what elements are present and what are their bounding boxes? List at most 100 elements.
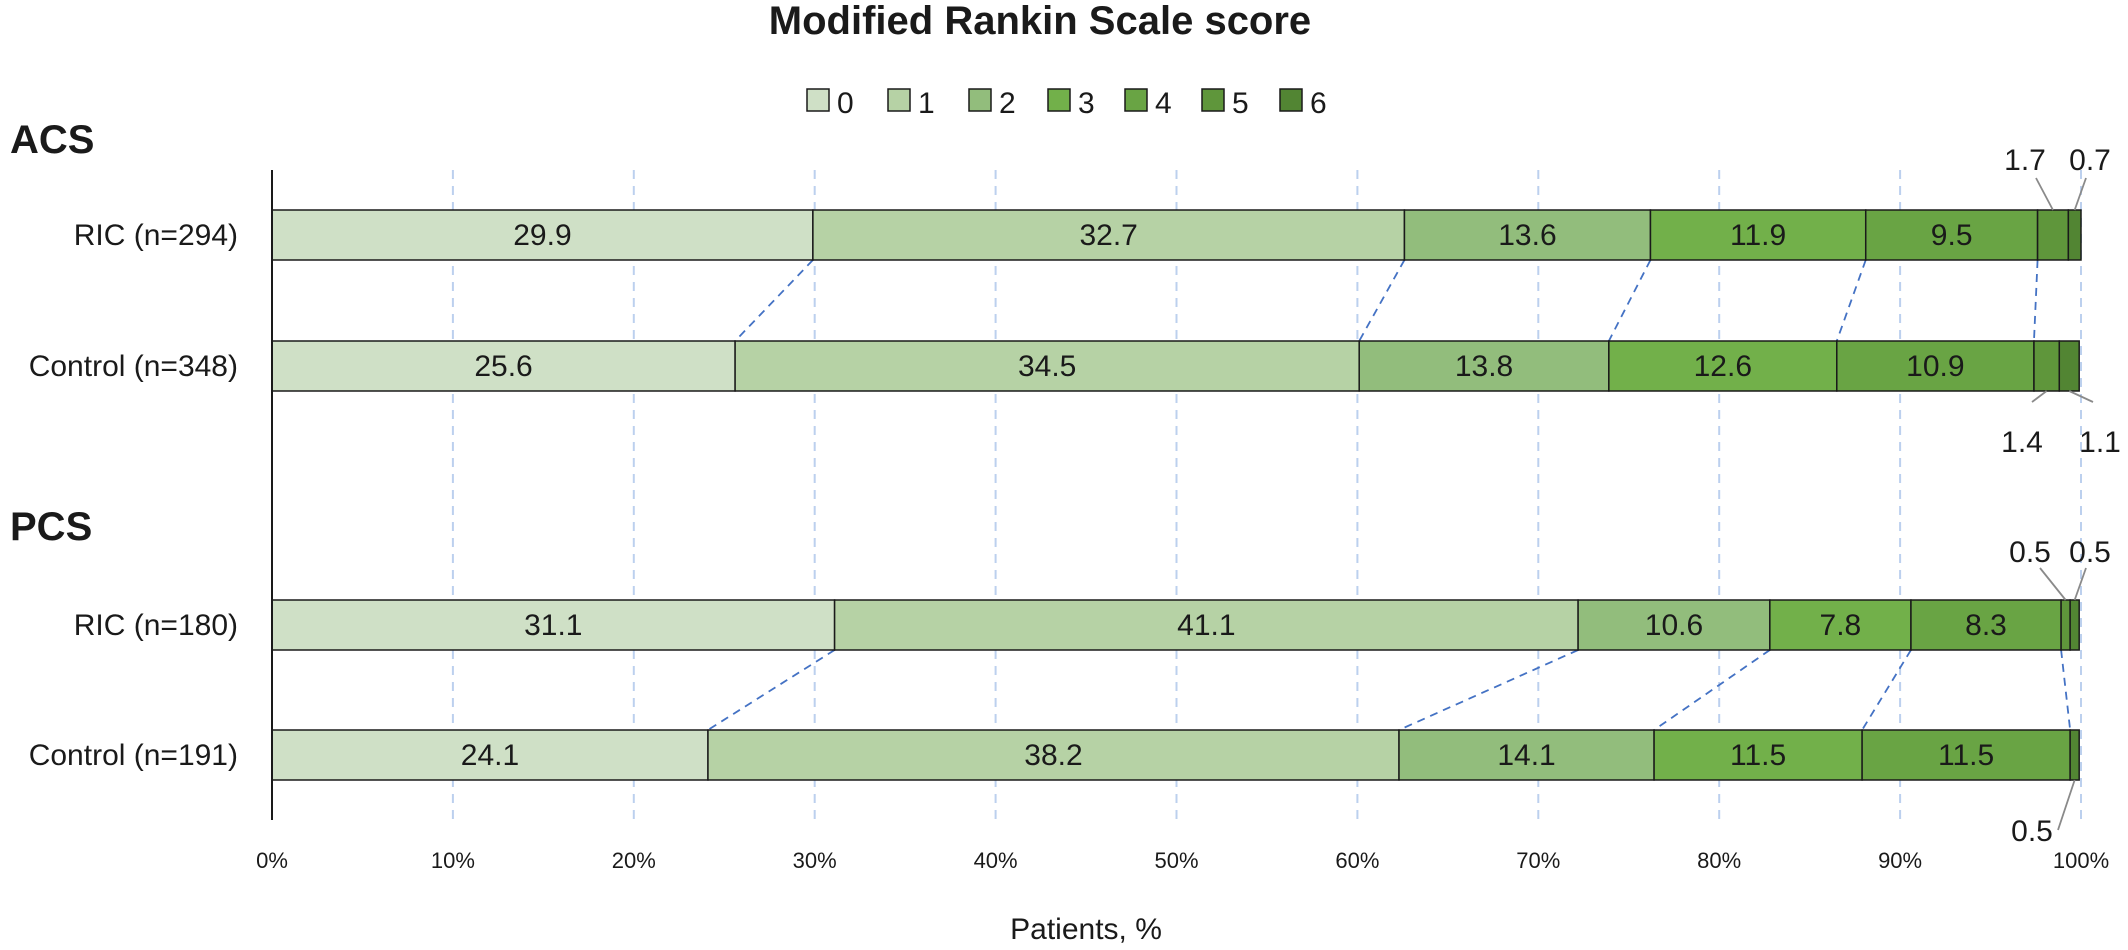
bar-segment-0-0-5 [2036, 209, 2070, 261]
x-tick-label-60: 60% [1335, 848, 1379, 873]
bar-segment-0-0-0 [271, 209, 814, 261]
legend-label-0: 0 [837, 87, 854, 120]
legend-swatch-4 [1124, 88, 1148, 112]
callout-line-1-0-6 [2073, 567, 2087, 601]
legend-swatch-2 [968, 88, 992, 112]
row-label-0-1: Control (n=348) [29, 350, 238, 383]
x-tick-label-100: 100% [2053, 848, 2109, 873]
bars: 29.9 32.7 13.6 11.9 9.5 25.6 34.5 13.8 12.6 10.9 3… [271, 209, 2082, 781]
data-label-1-1-2: 14.1 [1497, 739, 1555, 772]
legend-label-3: 3 [1078, 87, 1095, 120]
group-title-pcs: PCS [10, 505, 92, 549]
data-label-0-1-0: 25.6 [474, 350, 532, 383]
data-label-1-0-0: 31.1 [524, 609, 582, 642]
bar-segment-1-1-1 [707, 729, 1400, 781]
data-label-1-1-4: 11.5 [1938, 739, 1994, 772]
data-label-1-1-3: 11.5 [1730, 739, 1786, 772]
connector-0-4 [1835, 259, 1867, 342]
data-label-0-1-3: 12.6 [1694, 350, 1752, 383]
data-label-0-0-3: 11.9 [1730, 219, 1786, 252]
x-tick-label-40: 40% [974, 848, 1018, 873]
legend-label-1: 1 [918, 87, 935, 120]
connector-0-3 [1608, 259, 1652, 342]
bar-segment-1-1-3 [1653, 729, 1863, 781]
data-label-1-0-1: 41.1 [1177, 609, 1235, 642]
callout-label-1-0-6: 0.5 [2069, 536, 2111, 569]
group-title-acs: ACS [10, 118, 94, 162]
callout-line-0-0-6 [2073, 177, 2087, 211]
legend-swatch-6 [1279, 88, 1303, 112]
data-label-0-1-1: 34.5 [1018, 350, 1076, 383]
connector-1-4 [1861, 649, 1912, 731]
data-label-1-0-3: 7.8 [1820, 609, 1862, 642]
data-label-1-0-2: 10.6 [1645, 609, 1703, 642]
legend-label-6: 6 [1310, 87, 1327, 120]
connector-1-2 [1398, 649, 1579, 731]
row-labels: RIC (n=294) Control (n=348) RIC (n=180) Con… [29, 219, 238, 772]
bar-segment-1-0-2 [1577, 599, 1771, 651]
data-label-1-1-1: 38.2 [1024, 739, 1082, 772]
callout-line-1-1-6 [2057, 779, 2076, 831]
bar-segment-0-0-6 [2067, 209, 2082, 261]
connector-1-1 [707, 649, 836, 731]
callout-label-0-0-6: 0.7 [2069, 144, 2111, 177]
chart-title: Modified Rankin Scale score [769, 0, 1311, 43]
bar-segment-1-0-3 [1769, 599, 1912, 651]
legend-label-4: 4 [1155, 87, 1172, 120]
callout-line-0-0-5 [2035, 177, 2054, 211]
bar-segment-0-1-5 [2033, 340, 2061, 392]
bar-segment-0-1-3 [1608, 340, 1838, 392]
data-label-0-0-2: 13.6 [1498, 219, 1556, 252]
bar-segment-0-1-6 [2058, 340, 2080, 392]
callout-label-1-1-6: 0.5 [2011, 815, 2053, 848]
x-tick-label-70: 70% [1516, 848, 1560, 873]
x-tick-label-80: 80% [1697, 848, 1741, 873]
callout-label-0-1-5: 1.4 [2001, 426, 2043, 459]
connector-0-5 [2033, 259, 2039, 342]
x-tick-label-20: 20% [612, 848, 656, 873]
x-tick-label-30: 30% [793, 848, 837, 873]
bar-segment-1-0-5 [2060, 599, 2071, 651]
bar-segment-0-0-1 [812, 209, 1406, 261]
bar-segment-1-1-0 [271, 729, 709, 781]
x-tick-label-90: 90% [1878, 848, 1922, 873]
connector-1-5 [2060, 649, 2072, 731]
x-tick-label-0: 0% [256, 848, 288, 873]
connector-1-3 [1653, 649, 1771, 731]
bar-segment-0-1-4 [1836, 340, 2035, 392]
data-label-0-1-4: 10.9 [1906, 350, 1964, 383]
bar-segment-1-0-4 [1910, 599, 2062, 651]
x-tick-label-10: 10% [431, 848, 475, 873]
connector-0-1 [734, 259, 814, 342]
data-label-1-0-4: 8.3 [1965, 609, 2007, 642]
x-tick-label-50: 50% [1154, 848, 1198, 873]
callout-labels: 1.7 0.7 1.4 1.1 0.5 0.5 0.5 [2001, 144, 2121, 848]
bar-segment-1-1-6 [2069, 729, 2080, 781]
connector-lines [707, 259, 2072, 731]
callout-label-0-1-6: 1.1 [2079, 426, 2121, 459]
data-label-0-0-4: 9.5 [1931, 219, 1973, 252]
x-axis-label: Patients, % [1010, 913, 1162, 946]
connector-0-2 [1358, 259, 1406, 342]
callout-line-1-0-5 [2039, 567, 2067, 601]
legend-label-5: 5 [1232, 87, 1249, 120]
legend: 0 1 2 3 4 5 6 [806, 87, 1327, 120]
callout-line-0-1-6 [2068, 390, 2094, 403]
row-label-0-0: RIC (n=294) [74, 219, 238, 252]
legend-swatch-5 [1201, 88, 1225, 112]
bar-segment-1-1-2 [1398, 729, 1655, 781]
data-label-0-0-0: 29.9 [513, 219, 571, 252]
data-label-0-0-1: 32.7 [1079, 219, 1137, 252]
data-label-0-1-2: 13.8 [1455, 350, 1513, 383]
data-label-1-1-0: 24.1 [461, 739, 519, 772]
bar-segment-0-1-0 [271, 340, 736, 392]
callout-line-0-1-5 [2031, 390, 2048, 403]
legend-swatch-3 [1047, 88, 1071, 112]
bar-segment-1-0-6 [2069, 599, 2080, 651]
row-label-1-0: RIC (n=180) [74, 609, 238, 642]
group-titles: ACS PCS [10, 118, 94, 549]
bar-segment-0-0-3 [1649, 209, 1867, 261]
x-axis: 0% 10% 20% 30% 40% 50% 60% 70% 80% 90% 100% [256, 170, 2109, 873]
callout-label-0-0-5: 1.7 [2004, 144, 2046, 177]
